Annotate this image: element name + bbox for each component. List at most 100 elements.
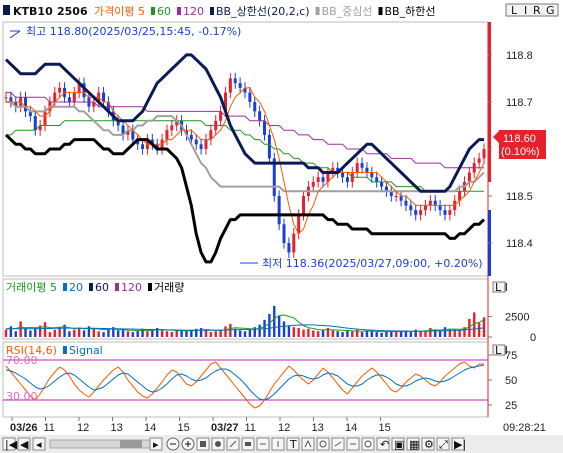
price-tick-label-3: 118.5 xyxy=(506,191,533,203)
tool-button-1[interactable] xyxy=(196,437,210,451)
current-price-badge: 118.60 (0.10%) xyxy=(493,130,546,159)
rsi-panel xyxy=(2,341,489,418)
high-label: 최고 118.80(2025/03/25,15:45, -0.17%) xyxy=(26,25,241,38)
tool-button-7[interactable]: T xyxy=(286,437,300,451)
volume-bar-14 xyxy=(73,329,76,337)
candle-body-5 xyxy=(28,111,32,117)
candle-body-65 xyxy=(321,177,325,182)
volume-bar-9 xyxy=(48,332,52,337)
nav-next-button[interactable]: ▸ xyxy=(149,437,163,451)
crosshair-icon xyxy=(200,441,206,447)
bb-lower-line xyxy=(4,133,486,264)
tool-button-3[interactable] xyxy=(226,437,240,451)
candle-body-16 xyxy=(82,83,86,98)
tool-button-17[interactable]: ⤢ xyxy=(436,437,450,451)
volume-bar-62 xyxy=(307,328,310,337)
price-tick-label-1: 118.7 xyxy=(506,97,533,109)
candle-body-97 xyxy=(477,158,481,164)
volume-bar-26 xyxy=(131,332,135,337)
legend-swatch-5 xyxy=(378,7,383,15)
tool-button-18[interactable]: ▶| xyxy=(451,437,466,451)
candle-body-35 xyxy=(175,120,179,126)
volume-bar-96 xyxy=(473,312,476,337)
candle-body-77 xyxy=(380,181,384,187)
save-icon: ▣ xyxy=(394,438,404,451)
volume-panel-button[interactable] xyxy=(492,281,506,293)
volume-bar-17 xyxy=(87,326,91,337)
candle-body-42 xyxy=(209,130,213,140)
tool-button-11[interactable] xyxy=(346,437,360,451)
nav-prev-button[interactable]: ◂ xyxy=(32,437,46,451)
current-price-value: 118.60 xyxy=(503,133,536,145)
tool-button-12[interactable] xyxy=(361,437,375,451)
zoom-in-button[interactable] xyxy=(181,437,195,451)
tool-button-14[interactable]: ▣ xyxy=(391,437,405,451)
zoom-out-button[interactable] xyxy=(166,437,180,451)
candle-body-45 xyxy=(223,92,227,112)
volume-bar-60 xyxy=(297,327,300,337)
tool-button-16[interactable]: ⚙ xyxy=(421,437,435,451)
low-annotation: 최저 118.36(2025/03/27,09:00, +0.20%) xyxy=(240,257,483,270)
next-page-icon: ▶| xyxy=(454,438,466,451)
volume-bar-36 xyxy=(180,330,183,337)
candle-body-48 xyxy=(238,83,242,88)
ma60-line xyxy=(6,120,484,192)
volume-bar-48 xyxy=(238,330,242,337)
candle-body-47 xyxy=(233,78,237,84)
x-tick-label-8: 12 xyxy=(278,422,290,434)
peak-icon xyxy=(304,439,312,448)
nav-prev-page-button[interactable]: ◀ xyxy=(17,437,31,451)
tool-button-5[interactable] xyxy=(256,437,270,451)
volume-bar-69 xyxy=(341,332,344,337)
candle-body-59 xyxy=(292,233,296,253)
trend-icon xyxy=(334,441,342,447)
volume-bar-61 xyxy=(302,329,305,337)
candle-body-52 xyxy=(258,111,262,121)
volume-bar-73 xyxy=(360,332,364,337)
legend-swatch-1 xyxy=(62,346,67,354)
chart-mode-buttons[interactable]: L I R G xyxy=(505,3,559,17)
rsi-panel-button-label[interactable]: L I xyxy=(495,344,508,357)
candle-body-13 xyxy=(67,97,71,102)
scroll-thumb[interactable] xyxy=(120,440,142,448)
tool-button-8[interactable] xyxy=(301,437,315,451)
volume-bar-32 xyxy=(160,330,164,337)
legend-item-0: 가격이평 5 xyxy=(94,5,145,18)
tool-button-10[interactable] xyxy=(331,437,345,451)
mode-button-g[interactable]: G xyxy=(546,4,555,17)
rsi-lower-level-label: 30.00 xyxy=(6,390,38,403)
nav-first-button[interactable]: |◀ xyxy=(2,437,18,451)
volume-bar-87 xyxy=(429,327,432,337)
symbol-swatch xyxy=(3,5,10,15)
tool-button-15[interactable]: ▦ xyxy=(406,437,420,451)
mode-button-l[interactable]: L xyxy=(511,4,518,17)
volume-bar-52 xyxy=(258,324,261,337)
volume-bar-79 xyxy=(390,330,393,337)
next-icon: ▸ xyxy=(153,438,159,451)
volume-bar-98 xyxy=(482,317,486,337)
rsi-panel-button[interactable] xyxy=(492,344,506,356)
x-tick-label-9: 13 xyxy=(312,422,324,434)
volume-panel-button-label[interactable]: L I xyxy=(495,281,508,294)
volume-bar-1 xyxy=(9,326,13,337)
volume-bar-42 xyxy=(209,332,213,337)
candle-body-95 xyxy=(467,172,471,182)
mode-button-r[interactable]: R xyxy=(533,4,541,17)
symbol-label: KTB10 xyxy=(13,5,53,18)
tool-button-9[interactable] xyxy=(316,437,330,451)
volume-bar-27 xyxy=(136,330,139,337)
candle-body-38 xyxy=(189,134,193,140)
volume-bar-13 xyxy=(68,331,71,337)
mode-button-group[interactable] xyxy=(505,3,559,17)
volume-bar-74 xyxy=(365,330,369,337)
tool-button-4[interactable] xyxy=(241,437,255,451)
volume-bar-16 xyxy=(82,330,86,337)
tool-button-6[interactable] xyxy=(271,437,285,451)
tool-button-2[interactable] xyxy=(211,437,225,451)
volume-bar-83 xyxy=(409,332,413,337)
tool-button-13[interactable]: ↶ xyxy=(376,437,390,451)
price-series-group xyxy=(4,53,486,264)
candle-body-0 xyxy=(4,97,8,99)
volume-bar-7 xyxy=(38,325,42,337)
mode-button-i[interactable]: I xyxy=(524,4,527,17)
